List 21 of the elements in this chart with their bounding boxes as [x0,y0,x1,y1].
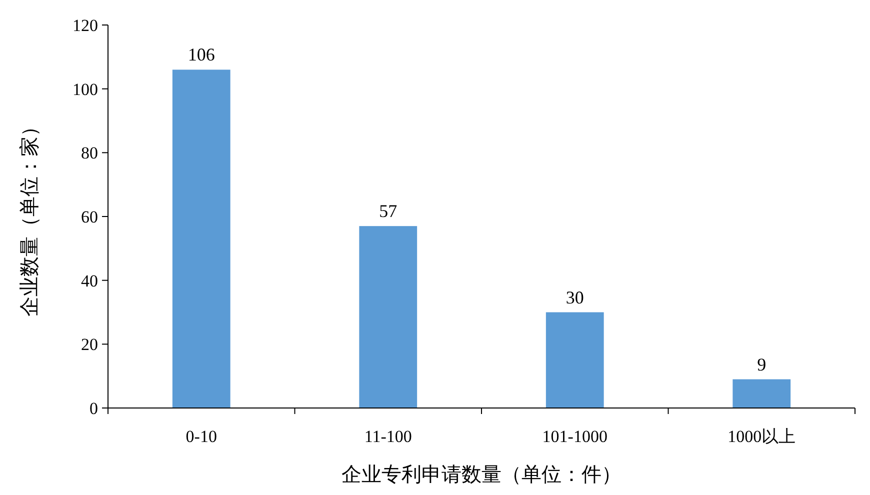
y-tick-label: 100 [72,80,98,99]
y-tick-label: 80 [81,144,98,163]
x-tick-label: 0-10 [186,427,217,446]
x-axis-title: 企业专利申请数量（单位：件） [342,462,622,486]
y-tick-label: 40 [81,271,98,290]
y-tick-label: 0 [90,398,98,418]
x-tick-label: 101-1000 [542,427,608,446]
bar [732,379,791,408]
data-label: 106 [188,44,215,65]
y-tick-label: 20 [81,335,98,354]
x-tick-label: 11-100 [364,427,412,446]
x-tick-label: 1000以上 [728,427,796,446]
data-label: 30 [566,287,584,308]
bar [172,70,230,408]
y-tick-label: 120 [72,16,98,35]
data-label: 9 [757,354,766,374]
bar [359,226,418,408]
y-tick-label: 60 [81,207,98,226]
bar [546,312,604,408]
y-axis-title: 企业数量（单位：家） [17,116,41,316]
data-label: 57 [379,201,398,222]
